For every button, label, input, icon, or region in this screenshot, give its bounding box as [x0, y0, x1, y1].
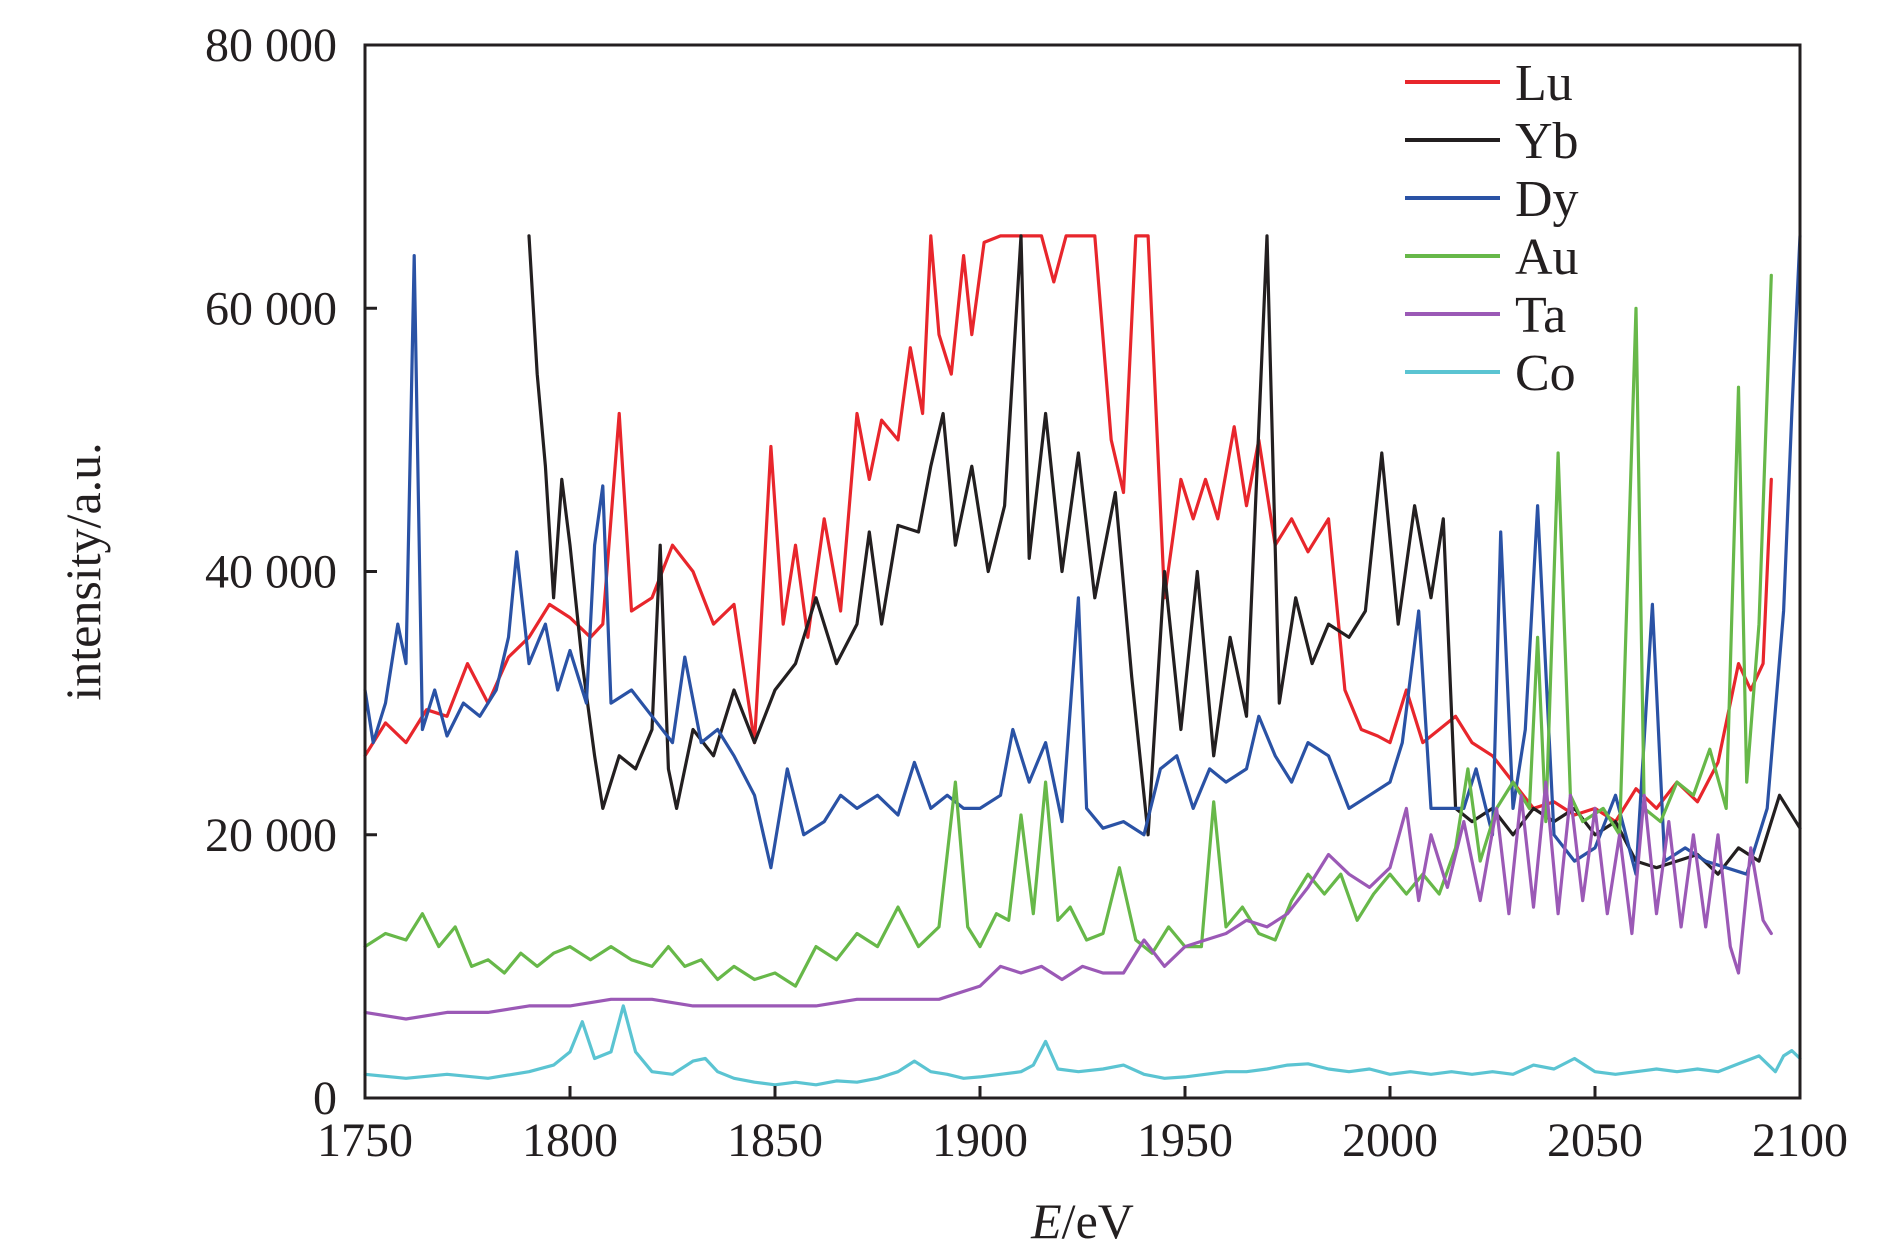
x-axis-label: E/eV — [1030, 1193, 1134, 1249]
plot-frame — [363, 43, 1802, 1100]
y-axis-label: intensity/a.u. — [55, 442, 111, 700]
x-tick-label: 1800 — [522, 1114, 618, 1167]
series-line-lu — [363, 234, 1773, 824]
legend-label-au: Au — [1515, 229, 1579, 286]
y-tick-label: 80 000 — [205, 19, 337, 72]
series-line-au — [363, 273, 1773, 988]
y-tick-label: 20 000 — [205, 809, 337, 862]
ticks-layer: 1750 1800 1850 1900 1950 2000 2050 2100 0 20 000 4… — [205, 19, 1848, 1167]
legend-label-co: Co — [1515, 345, 1576, 402]
x-tick-label: 2050 — [1547, 1114, 1643, 1167]
y-tick-label: 60 000 — [205, 282, 337, 335]
legend-label-dy: Dy — [1515, 171, 1579, 228]
x-tick-label: 2100 — [1752, 1114, 1848, 1167]
x-tick-label: 1950 — [1137, 1114, 1233, 1167]
x-tick-label: 1900 — [932, 1114, 1028, 1167]
x-tick-label: 1750 — [317, 1114, 413, 1167]
series-line-dy — [363, 234, 1802, 876]
x-tick-label: 2000 — [1342, 1114, 1438, 1167]
series-line-yb — [527, 234, 1802, 876]
series-line-co — [363, 1004, 1802, 1087]
legend-label-ta: Ta — [1515, 287, 1566, 344]
legend-label-yb: Yb — [1515, 113, 1579, 170]
x-axis-label-italic: E — [1030, 1193, 1062, 1249]
legend-label-lu: Lu — [1515, 55, 1573, 112]
series-line-ta — [363, 780, 1773, 1021]
x-tick-label: 1850 — [727, 1114, 823, 1167]
series-layer — [363, 234, 1802, 1087]
y-tick-label: 0 — [313, 1072, 337, 1125]
x-axis-label-unit: /eV — [1062, 1193, 1134, 1249]
y-tick-label: 40 000 — [205, 546, 337, 599]
